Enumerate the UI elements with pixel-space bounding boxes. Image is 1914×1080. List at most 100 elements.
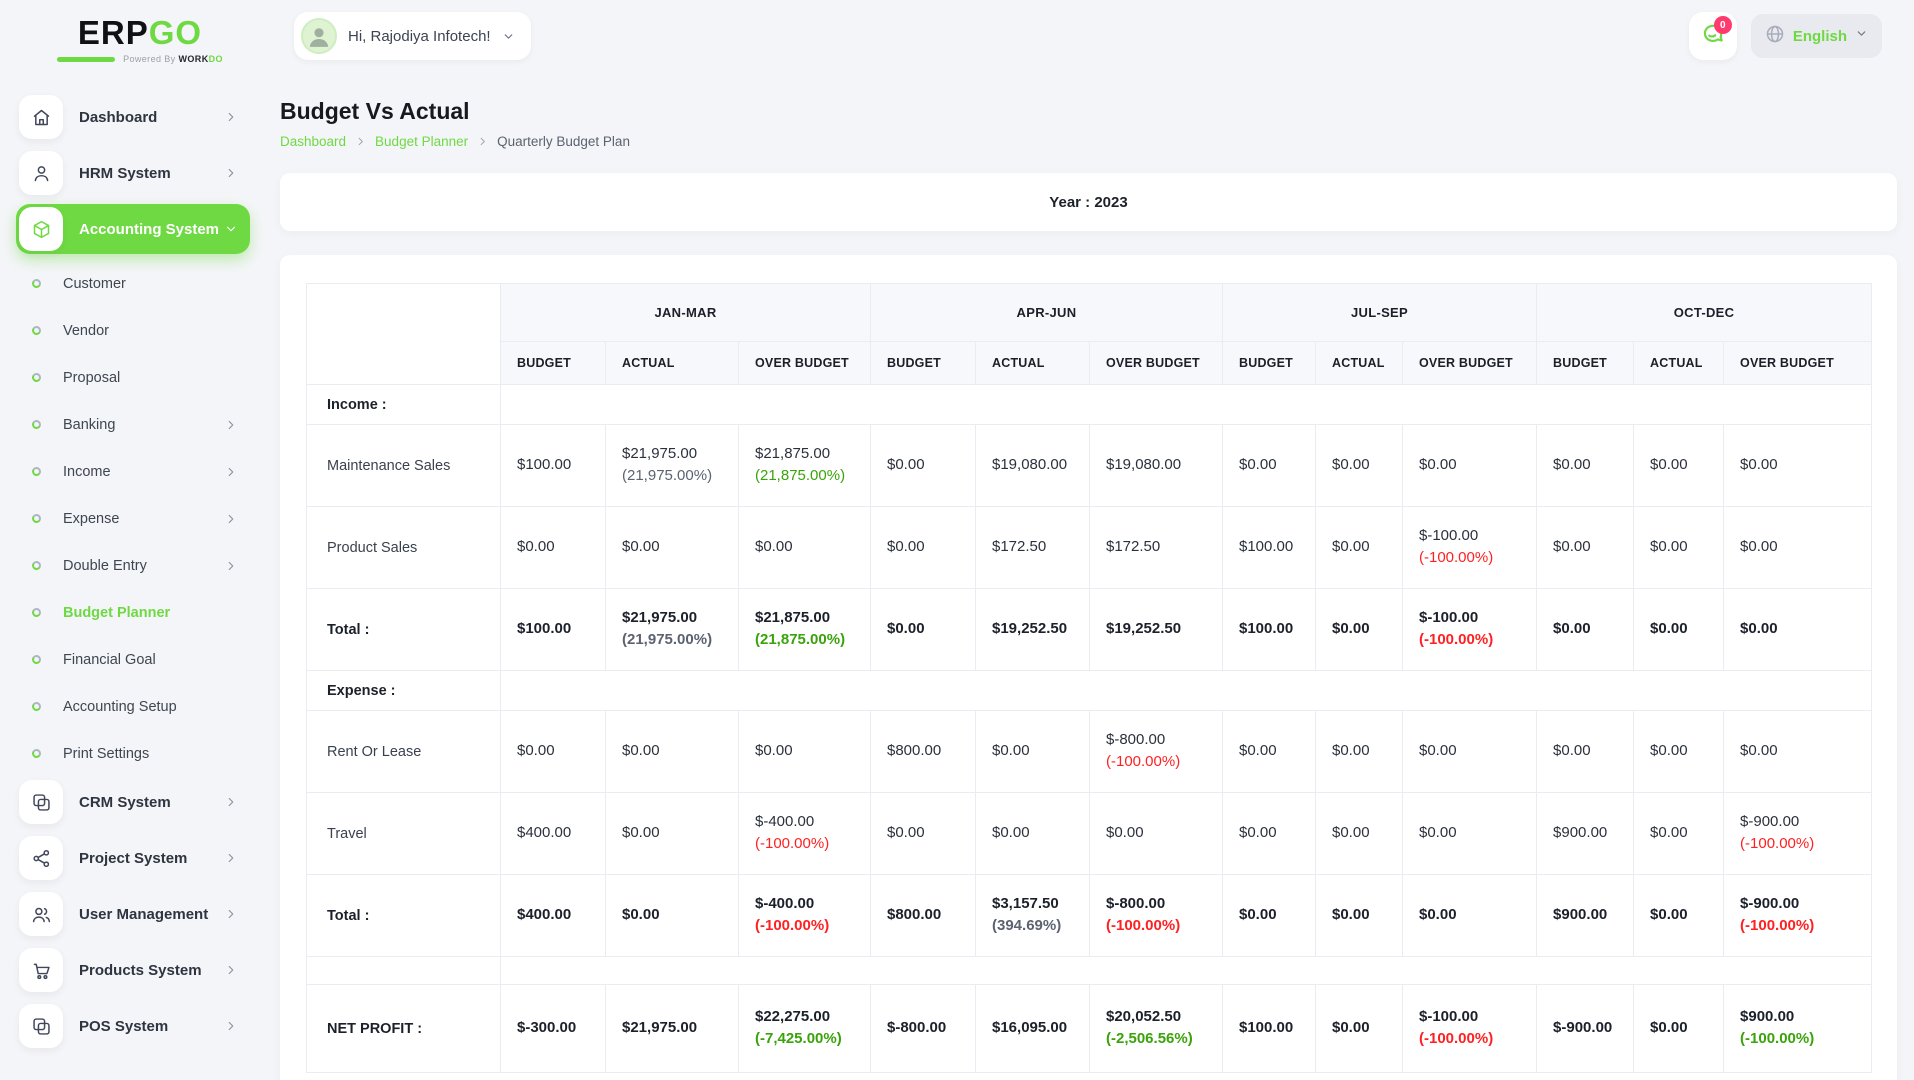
language-selector[interactable]: English	[1750, 14, 1882, 58]
cell: $-400.00 (-100.00%)	[738, 792, 871, 875]
cell-amount: $21,875.00	[755, 445, 831, 463]
cell: $22,275.00 (-7,425.00%)	[738, 984, 871, 1073]
sidebar-item-banking[interactable]: Banking	[16, 401, 250, 448]
chevron-right-icon	[224, 851, 238, 865]
sidebar-item-user-management[interactable]: User Management	[16, 889, 250, 939]
chevron-right-icon	[224, 418, 238, 432]
sidebar-item-dashboard[interactable]: Dashboard	[16, 92, 250, 142]
share-icon	[19, 836, 63, 880]
sidebar-item-pos-system[interactable]: POS System	[16, 1001, 250, 1051]
column-header-actual: ACTUAL	[1315, 341, 1403, 385]
chevron-right-icon	[224, 559, 238, 573]
cell-amount: $0.00	[1553, 742, 1591, 760]
bullet-icon	[30, 371, 43, 384]
cell: $0.00	[605, 792, 739, 875]
sidebar-item-vendor[interactable]: Vendor	[16, 307, 250, 354]
cell-percentage: (394.69%)	[992, 917, 1062, 934]
column-header-budget: BUDGET	[1222, 341, 1316, 385]
sidebar-item-crm-system[interactable]: CRM System	[16, 777, 250, 827]
cell: $0.00	[1315, 588, 1403, 671]
notification-badge: 0	[1713, 16, 1732, 34]
cell-amount: $-100.00	[1419, 1008, 1479, 1026]
breadcrumb-link-dashboard[interactable]: Dashboard	[280, 134, 347, 149]
cell: $0.00	[1723, 588, 1873, 671]
column-header-over-budget: OVER BUDGET	[738, 341, 871, 385]
cell-amount: $400.00	[517, 824, 572, 842]
cell: $20,052.50 (-2,506.56%)	[1089, 984, 1223, 1073]
breadcrumb-link-budget-planner[interactable]: Budget Planner	[375, 134, 469, 149]
chevron-right-icon	[224, 1019, 238, 1033]
cell: $900.00 (-100.00%)	[1723, 984, 1873, 1073]
row-label: Total :	[306, 874, 501, 957]
spacer-row	[306, 956, 1873, 985]
sidebar-item-print-settings[interactable]: Print Settings	[16, 730, 250, 777]
cell-percentage: (-100.00%)	[1740, 917, 1815, 934]
cell-amount: $0.00	[1239, 906, 1277, 924]
cell: $900.00	[1536, 874, 1635, 957]
cell: $0.00	[1536, 424, 1635, 507]
cell: $0.00	[1315, 874, 1403, 957]
sidebar-item-label: Banking	[63, 416, 116, 433]
sidebar-item-income[interactable]: Income	[16, 448, 250, 495]
cell: $21,875.00 (21,875.00%)	[738, 424, 871, 507]
cell-amount: $0.00	[1419, 742, 1457, 760]
cell-amount: $21,975.00	[622, 445, 698, 463]
cell: $0.00	[1723, 710, 1873, 793]
users-icon	[19, 892, 63, 936]
cell: $100.00	[500, 424, 606, 507]
sidebar-item-double-entry[interactable]: Double Entry	[16, 542, 250, 589]
row-label: NET PROFIT :	[306, 984, 501, 1073]
cell-amount: $0.00	[1650, 1019, 1688, 1037]
cell-amount: $800.00	[887, 742, 942, 760]
chevron-down-icon	[502, 30, 515, 43]
sidebar-item-project-system[interactable]: Project System	[16, 833, 250, 883]
cell-amount: $100.00	[1239, 538, 1294, 556]
cell-amount: $0.00	[1740, 620, 1778, 638]
sidebar-item-financial-goal[interactable]: Financial Goal	[16, 636, 250, 683]
table-row-maintenance-sales: Maintenance Sales $100.00 $21,975.00 (21,97…	[306, 424, 1873, 507]
cell-amount: $100.00	[1239, 620, 1294, 638]
column-header-over-budget: OVER BUDGET	[1401, 341, 1538, 385]
sidebar-item-budget-planner[interactable]: Budget Planner	[16, 589, 250, 636]
cell-amount: $-100.00	[1419, 609, 1479, 627]
chevron-right-icon	[224, 963, 238, 977]
column-header-row: BUDGET ACTUAL OVER BUDGET BUDGET ACTUAL OVER …	[307, 341, 1873, 385]
user-menu[interactable]: Hi, Rajodiya Infotech!	[294, 12, 531, 60]
cell-amount: $0.00	[992, 742, 1030, 760]
cell: $-900.00 (-100.00%)	[1723, 874, 1873, 957]
cell: $0.00	[1723, 424, 1873, 507]
sidebar-item-accounting-setup[interactable]: Accounting Setup	[16, 683, 250, 730]
logo-tagline: Powered By WORKDO	[57, 54, 223, 64]
cell: $0.00	[1401, 792, 1538, 875]
cell: $0.00	[870, 424, 976, 507]
sidebar-item-products-system[interactable]: Products System	[16, 945, 250, 995]
spacer-cell	[306, 956, 501, 985]
app-logo[interactable]: ERPGO Powered By WORKDO	[0, 8, 280, 64]
cell-amount: $0.00	[1650, 824, 1688, 842]
cell-amount: $-800.00	[1106, 895, 1166, 913]
sidebar-item-label: Income	[63, 463, 111, 480]
sidebar-item-customer[interactable]: Customer	[16, 260, 250, 307]
row-label: Maintenance Sales	[306, 424, 501, 507]
column-header-budget: BUDGET	[1536, 341, 1635, 385]
cell: $0.00	[975, 792, 1090, 875]
cell-amount: $0.00	[1553, 456, 1591, 474]
sidebar-item-expense[interactable]: Expense	[16, 495, 250, 542]
cell: $0.00	[870, 506, 976, 589]
cell-amount: $0.00	[1740, 538, 1778, 556]
budget-table-card: JAN-MAR APR-JUN JUL-SEP OCT-DEC BUDGET ACTUAL…	[280, 255, 1897, 1080]
cell-amount: $0.00	[755, 742, 793, 760]
sidebar-item-label: Accounting Setup	[63, 698, 177, 715]
cell: $-400.00 (-100.00%)	[738, 874, 871, 957]
sidebar-item-proposal[interactable]: Proposal	[16, 354, 250, 401]
cell-amount: $900.00	[1740, 1008, 1795, 1026]
sidebar-item-accounting-system[interactable]: Accounting System	[16, 204, 250, 254]
cell-amount: $0.00	[1332, 1019, 1370, 1037]
sidebar-item-label: Customer	[63, 275, 126, 292]
logo-underline	[57, 56, 116, 62]
sidebar-item-label: Vendor	[63, 322, 109, 339]
cell-percentage: (-100.00%)	[755, 917, 830, 934]
messages-button[interactable]: 0	[1688, 12, 1737, 60]
cell-amount: $0.00	[1332, 824, 1370, 842]
sidebar-item-hrm-system[interactable]: HRM System	[16, 148, 250, 198]
